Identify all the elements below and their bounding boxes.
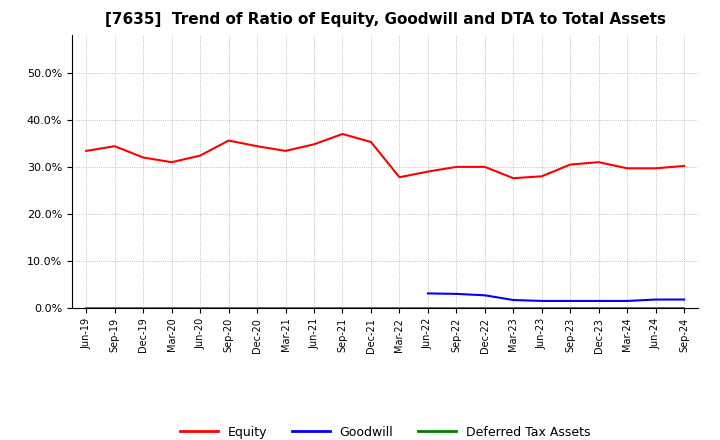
- Legend: Equity, Goodwill, Deferred Tax Assets: Equity, Goodwill, Deferred Tax Assets: [175, 421, 595, 440]
- Title: [7635]  Trend of Ratio of Equity, Goodwill and DTA to Total Assets: [7635] Trend of Ratio of Equity, Goodwil…: [104, 12, 666, 27]
